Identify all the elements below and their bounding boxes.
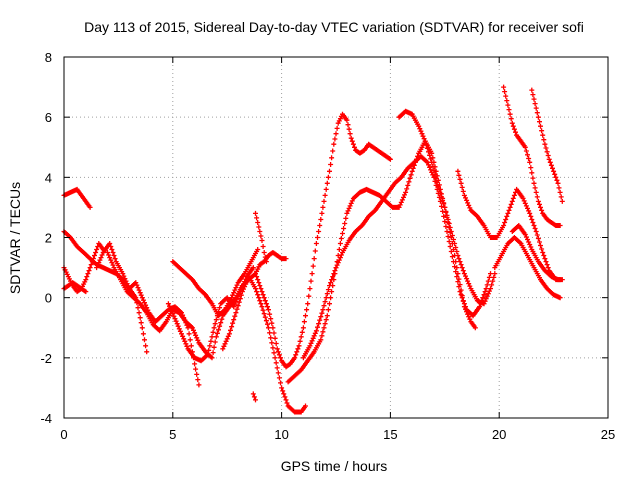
series-marks-track-16 [455,168,563,283]
series-marks-track-09 [220,274,308,415]
series-marks-track-10 [253,210,269,265]
data-marks [61,84,565,415]
y-tick-label: -4 [40,411,52,426]
series-track-15 [396,108,498,307]
series-track-16 [455,168,563,283]
series-track-20 [509,223,565,283]
x-tick-label: 0 [60,427,67,442]
series-track-14 [300,153,493,361]
series-marks-track-19 [492,235,563,301]
series-marks-track-11 [250,391,258,403]
y-tick-label: -2 [40,351,52,366]
series-track-05 [94,241,202,388]
x-axis-label: GPS time / hours [281,458,388,474]
x-tick-label: 25 [601,427,615,442]
series-marks-track-14 [300,153,493,361]
series-marks-track-12 [253,111,393,370]
series-marks-track-05 [94,241,202,388]
series-track-17 [501,84,563,228]
series-track-18 [529,87,565,204]
series-track-09 [220,274,308,415]
y-tick-label: 0 [45,291,52,306]
series-track-10 [253,210,269,265]
series-track-11 [250,391,258,403]
x-tick-label: 10 [274,427,288,442]
axis-ticks: 0 5 10 15 20 25 -4 -2 0 2 4 6 8 [40,50,615,442]
y-tick-label: 6 [45,110,52,125]
series-marks-track-20 [509,223,565,283]
y-tick-label: 8 [45,50,52,65]
x-tick-label: 5 [169,427,176,442]
y-tick-label: 4 [45,170,52,185]
y-tick-label: 2 [45,231,52,246]
x-tick-label: 15 [383,427,397,442]
series-track-12 [253,111,393,370]
x-tick-label: 20 [492,427,506,442]
y-axis-label: SDTVAR / TECUs [7,182,23,294]
series-track-19 [492,235,563,301]
series-marks-track-17 [501,84,563,228]
series-marks-track-08 [170,247,261,319]
series-track-08 [170,247,261,319]
series-marks-track-18 [529,87,565,204]
grid [64,57,608,418]
series-marks-track-15 [396,108,498,307]
chart-title: Day 113 of 2015, Sidereal Day-to-day VTE… [84,19,584,35]
